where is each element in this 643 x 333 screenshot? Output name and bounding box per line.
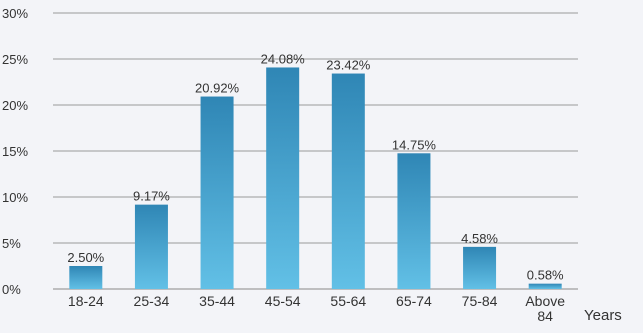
x-tick-label: 18-24 — [68, 293, 104, 309]
data-label: 14.75% — [392, 137, 437, 152]
data-label: 9.17% — [133, 189, 170, 204]
x-tick-label: 55-64 — [330, 293, 366, 309]
x-axis-unit-label: Years — [584, 307, 622, 324]
bar-75-84 — [463, 246, 497, 289]
x-tick-label: 35-44 — [199, 293, 235, 309]
data-labels: 2.50% 9.17% 20.92% 24.08% 23.42% 14.75% 4.58% 0… — [67, 51, 564, 282]
y-tick-label: 20% — [2, 98, 28, 113]
bar-55-64 — [331, 73, 365, 289]
x-tick-label: 45-54 — [265, 293, 301, 309]
gridlines — [53, 12, 578, 290]
data-label: 20.92% — [195, 81, 240, 96]
y-tick-label: 0% — [2, 282, 21, 297]
data-label: 2.50% — [67, 250, 104, 265]
bar-35-44 — [200, 96, 234, 289]
bar-18-24 — [69, 266, 103, 289]
bars — [69, 67, 562, 290]
data-label: 4.58% — [461, 231, 498, 246]
y-tick-label: 30% — [2, 6, 28, 21]
y-tick-label: 25% — [2, 52, 28, 67]
x-tick-label: 25-34 — [134, 293, 170, 309]
y-tick-label: 10% — [2, 190, 28, 205]
y-axis-ticks: 0% 5% 10% 15% 20% 25% 30% — [2, 6, 28, 297]
y-tick-label: 15% — [2, 144, 28, 159]
bar-45-54 — [266, 67, 300, 290]
x-axis-ticks: 18-24 25-34 35-44 45-54 55-64 65-74 75-84 Above… — [68, 293, 565, 324]
x-tick-label: 65-74 — [396, 293, 432, 309]
bar-65-74 — [397, 153, 431, 289]
bar-25-34 — [134, 204, 168, 289]
data-label: 0.58% — [527, 268, 564, 283]
bar-above-84 — [528, 283, 562, 289]
x-tick-label: 75-84 — [462, 293, 498, 309]
y-tick-label: 5% — [2, 236, 21, 251]
x-tick-label: Above 84 — [525, 293, 565, 324]
data-label: 24.08% — [261, 51, 306, 66]
data-label: 23.42% — [326, 58, 371, 73]
